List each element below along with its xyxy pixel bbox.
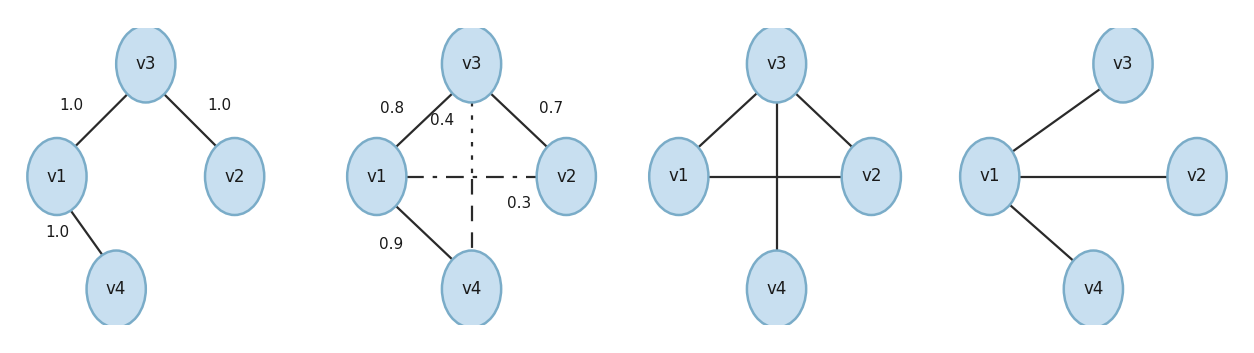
Ellipse shape [87, 251, 145, 328]
Text: 0.4: 0.4 [430, 113, 454, 128]
Ellipse shape [441, 251, 502, 328]
Ellipse shape [537, 138, 596, 215]
Text: v2: v2 [861, 168, 882, 185]
Text: v4: v4 [461, 280, 482, 298]
Ellipse shape [1063, 251, 1124, 328]
Text: v1: v1 [46, 168, 68, 185]
Text: v1: v1 [366, 168, 387, 185]
Text: 0.8: 0.8 [380, 101, 404, 116]
Text: v4: v4 [766, 280, 786, 298]
Text: v2: v2 [556, 168, 577, 185]
Text: v3: v3 [1112, 55, 1134, 73]
Ellipse shape [841, 138, 900, 215]
Ellipse shape [650, 138, 709, 215]
Ellipse shape [747, 25, 806, 102]
Ellipse shape [441, 25, 502, 102]
Text: v2: v2 [1186, 168, 1208, 185]
Text: v3: v3 [135, 55, 155, 73]
Text: 1.0: 1.0 [60, 98, 84, 113]
Ellipse shape [347, 138, 406, 215]
Ellipse shape [28, 138, 87, 215]
Ellipse shape [961, 138, 1020, 215]
Text: 1.0: 1.0 [208, 98, 232, 113]
Text: v1: v1 [668, 168, 688, 185]
Ellipse shape [204, 138, 265, 215]
Text: 1.0: 1.0 [45, 225, 69, 240]
Text: v3: v3 [461, 55, 482, 73]
Ellipse shape [117, 25, 176, 102]
Text: v2: v2 [224, 168, 245, 185]
Text: 0.3: 0.3 [507, 196, 530, 211]
Text: 0.7: 0.7 [539, 101, 563, 116]
Text: v3: v3 [766, 55, 786, 73]
Text: v4: v4 [1083, 280, 1104, 298]
Ellipse shape [747, 251, 806, 328]
Text: v1: v1 [979, 168, 999, 185]
Ellipse shape [1093, 25, 1152, 102]
Ellipse shape [1167, 138, 1226, 215]
Text: 0.9: 0.9 [380, 237, 404, 252]
Text: v4: v4 [107, 280, 127, 298]
